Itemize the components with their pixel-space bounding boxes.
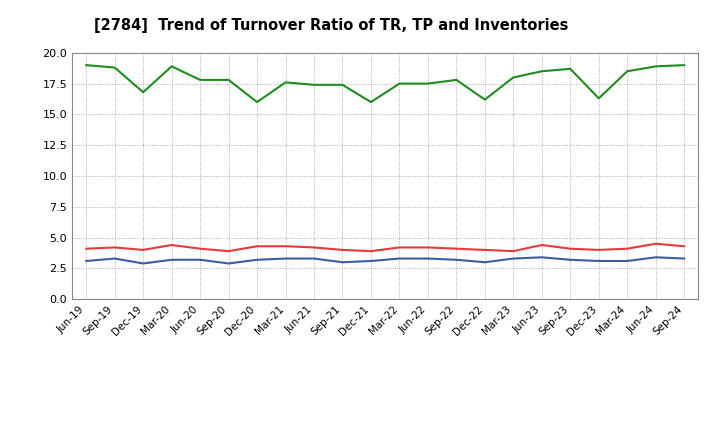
Trade Payables [395, 256, 404, 261]
Trade Receivables [167, 242, 176, 248]
Trade Receivables [509, 249, 518, 254]
Inventories [395, 81, 404, 86]
Trade Receivables [652, 241, 660, 246]
Trade Payables [423, 256, 432, 261]
Inventories [139, 90, 148, 95]
Trade Payables [225, 261, 233, 266]
Inventories [110, 65, 119, 70]
Inventories [566, 66, 575, 71]
Inventories [338, 82, 347, 88]
Trade Receivables [537, 242, 546, 248]
Trade Receivables [253, 244, 261, 249]
Trade Payables [537, 255, 546, 260]
Trade Receivables [680, 244, 688, 249]
Trade Payables [366, 258, 375, 264]
Trade Receivables [395, 245, 404, 250]
Inventories [167, 64, 176, 69]
Inventories [366, 99, 375, 105]
Inventories [480, 97, 489, 102]
Inventories [196, 77, 204, 83]
Trade Payables [310, 256, 318, 261]
Trade Receivables [282, 244, 290, 249]
Trade Receivables [338, 247, 347, 253]
Trade Payables [167, 257, 176, 262]
Trade Receivables [423, 245, 432, 250]
Inventories [452, 77, 461, 83]
Inventories [82, 62, 91, 68]
Trade Payables [196, 257, 204, 262]
Inventories [310, 82, 318, 88]
Inventories [623, 69, 631, 74]
Inventories [423, 81, 432, 86]
Trade Payables [282, 256, 290, 261]
Line: Inventories: Inventories [86, 65, 684, 102]
Trade Receivables [366, 249, 375, 254]
Inventories [537, 69, 546, 74]
Trade Payables [595, 258, 603, 264]
Trade Receivables [196, 246, 204, 251]
Trade Receivables [225, 249, 233, 254]
Trade Payables [652, 255, 660, 260]
Trade Receivables [82, 246, 91, 251]
Trade Payables [452, 257, 461, 262]
Trade Payables [110, 256, 119, 261]
Trade Payables [480, 260, 489, 265]
Trade Payables [253, 257, 261, 262]
Text: [2784]  Trend of Turnover Ratio of TR, TP and Inventories: [2784] Trend of Turnover Ratio of TR, TP… [94, 18, 568, 33]
Trade Receivables [110, 245, 119, 250]
Trade Payables [566, 257, 575, 262]
Trade Receivables [566, 246, 575, 251]
Trade Payables [338, 260, 347, 265]
Inventories [253, 99, 261, 105]
Inventories [282, 80, 290, 85]
Inventories [680, 62, 688, 68]
Inventories [652, 64, 660, 69]
Trade Receivables [310, 245, 318, 250]
Trade Receivables [595, 247, 603, 253]
Trade Payables [680, 256, 688, 261]
Trade Payables [139, 261, 148, 266]
Inventories [509, 75, 518, 80]
Trade Payables [82, 258, 91, 264]
Inventories [595, 96, 603, 101]
Trade Payables [623, 258, 631, 264]
Inventories [225, 77, 233, 83]
Trade Payables [509, 256, 518, 261]
Line: Trade Receivables: Trade Receivables [86, 244, 684, 251]
Trade Receivables [480, 247, 489, 253]
Trade Receivables [452, 246, 461, 251]
Line: Trade Payables: Trade Payables [86, 257, 684, 264]
Trade Receivables [623, 246, 631, 251]
Trade Receivables [139, 247, 148, 253]
